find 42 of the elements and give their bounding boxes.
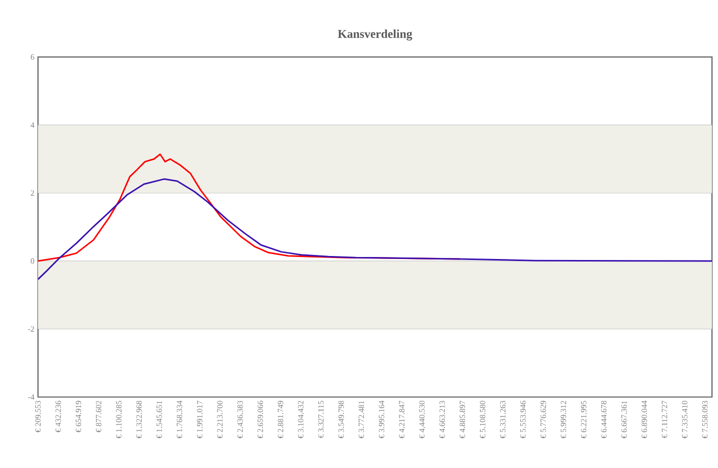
y-tick-label: -2 [28,326,34,332]
x-tick-label: € 3.104.432 [298,400,304,438]
x-tick-label: € 4.885.897 [460,400,466,438]
x-tick-label: € 1.100.285 [116,400,122,438]
x-tick-label: € 5.999.312 [560,400,566,438]
x-tick-label: € 2.881.749 [278,400,284,438]
x-tick-label: € 3.327.115 [318,400,324,438]
x-tick-label: € 6.667.361 [621,401,627,438]
y-tick-label: 0 [30,258,34,264]
x-tick-label: € 4.440.530 [419,400,425,438]
x-tick-label: € 3.995.164 [378,400,384,438]
x-tick-label: € 1.768.334 [176,400,182,438]
x-tick-label: € 7.335.410 [682,400,688,438]
y-tick-label: 6 [30,54,34,60]
x-tick-label: € 3.549.798 [338,400,344,438]
y-tick-label: 4 [30,122,34,128]
x-tick-label: € 432.236 [56,400,61,432]
x-tick-label: € 3.772.481 [358,401,364,438]
x-tick-label: € 2.659.066 [258,400,264,438]
x-tick-label: € 1.991.017 [196,400,202,438]
x-tick-label: € 4.663.213 [439,400,445,438]
y-tick-label: 2 [30,190,34,196]
x-tick-label: € 654.919 [76,400,82,432]
x-tick-label: € 6.890.044 [642,400,648,438]
x-tick-label: € 5.553.946 [520,400,526,438]
x-tick-label: € 6.221.995 [580,400,586,438]
x-tick-label: € 209.553 [35,400,41,432]
x-tick-label: € 7.558.093 [702,400,708,438]
x-tick-label: € 5.776.629 [540,400,546,438]
x-tick-label: € 7.112.727 [662,400,668,438]
x-tick-label: € 5.331.263 [500,400,506,438]
x-tick-label: € 5.108.580 [480,400,486,438]
chart-title: Kansverdeling [338,30,412,40]
line-series [38,178,712,280]
x-tick-label: € 4.217.847 [399,400,404,438]
x-tick-label: € 6.444.678 [601,400,607,438]
x-tick-label: € 877.602 [96,400,102,432]
x-tick-label: € 2.213.700 [217,400,223,438]
y-tick-label: -4 [28,394,34,400]
x-tick-label: € 1.545.651 [156,401,162,438]
x-tick-label: € 1.322.968 [136,400,142,438]
x-tick-label: € 2.436.383 [237,400,243,438]
